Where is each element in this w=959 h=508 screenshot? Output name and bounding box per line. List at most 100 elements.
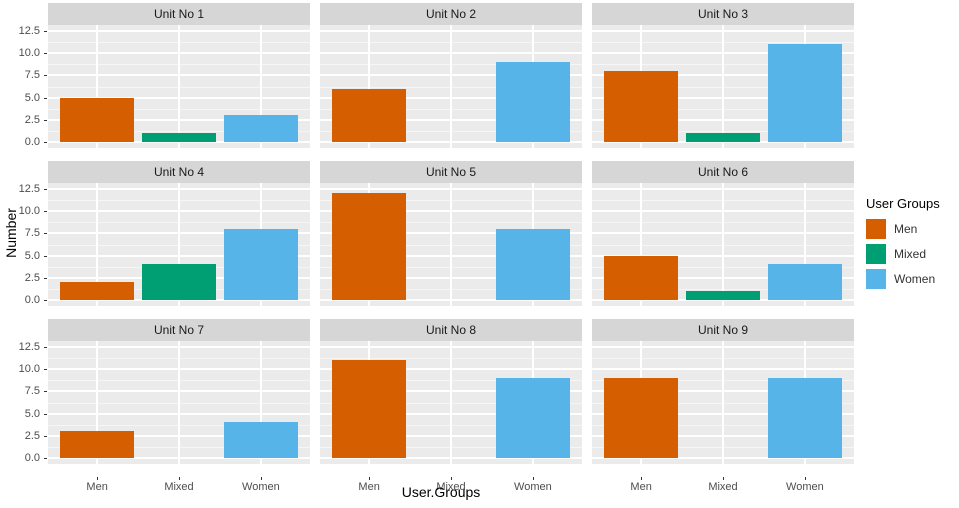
bar-women [496,378,570,458]
gridline-vertical [640,183,643,306]
y-tick-mark [44,75,47,77]
x-tick-mark [723,477,724,480]
bar-men [604,378,678,458]
gridline-vertical [259,25,262,148]
facet-strip: Unit No 9 [592,319,854,341]
legend: User Groups Men Mixed Women [866,196,940,294]
y-tick-mark [44,255,47,257]
x-tick-mark [804,477,806,480]
y-axis-labels: 0.0 2.5 5.0 7.5 10.0 12.5 [0,161,48,306]
legend-item-women: Women [866,269,940,289]
facet-strip: Unit No 2 [320,3,582,25]
bar-mixed [142,133,216,142]
gridline-vertical [259,341,262,464]
facet-row-3: 0.0 2.5 5.0 7.5 10.0 12.5 Unit No 7 Unit No 8 Un… [0,319,864,464]
legend-swatch-women [866,269,886,289]
y-axis-title: Number [3,208,19,258]
legend-item-mixed: Mixed [866,244,940,264]
y-tick-label: 12.5 [18,183,40,195]
gridline-vertical [722,183,724,306]
y-tick-label: 5.0 [24,91,40,104]
bar-mixed [142,264,216,300]
bar-men [604,255,678,300]
gridline-vertical [722,25,724,148]
y-tick-mark [44,435,47,437]
bar-men [60,431,134,458]
x-tick-mark [179,477,180,480]
facet-strip-label: Unit No 6 [697,165,749,179]
x-tick-label: Women [786,481,824,493]
x-label-group: Men Mixed Women [592,477,854,497]
legend-label-mixed: Mixed [894,247,927,261]
y-tick-mark [44,458,47,459]
facet-panel-3: Unit No 3 [592,3,854,148]
y-tick-label: 0.0 [24,136,40,148]
y-tick-mark [44,413,47,415]
y-tick-label: 7.5 [24,69,40,82]
x-tick-label: Mixed [708,481,738,493]
x-tick-label: Mixed [436,481,466,493]
legend-swatch-men [866,219,886,239]
bar-mixed [686,291,760,300]
facet-row-1: 0.0 2.5 5.0 7.5 10.0 12.5 Unit No 1 Unit No 2 Un… [0,3,864,148]
plot-area [48,341,310,464]
bar-mixed [686,133,760,142]
plot-area [48,183,310,306]
facet-strip-label: Unit No 1 [153,7,205,21]
y-tick-label: 2.5 [24,271,40,284]
bar-men [60,282,134,300]
facet-panel-9: Unit No 9 [592,319,854,464]
y-axis-labels: 0.0 2.5 5.0 7.5 10.0 12.5 [0,319,48,464]
x-label-group: Men Mixed Women [320,477,582,497]
y-tick-label: 12.5 [18,25,40,37]
facet-strip-label: Unit No 8 [425,323,477,337]
y-axis-labels: 0.0 2.5 5.0 7.5 10.0 12.5 [0,3,48,148]
y-tick-mark [44,119,47,121]
facet-strip: Unit No 5 [320,161,582,183]
x-tick-label: Men [358,481,380,493]
y-tick-label: 2.5 [24,429,40,442]
y-tick-label: 2.5 [24,113,40,126]
bar-men [604,70,678,142]
plot-area [320,341,582,464]
gridline-vertical [178,183,180,306]
y-tick-label: 7.5 [24,385,40,398]
facet-strip: Unit No 7 [48,319,310,341]
y-tick-mark [44,97,47,99]
bar-men [332,193,406,300]
facet-strip: Unit No 6 [592,161,854,183]
gridline-vertical [803,183,806,306]
x-tick-mark [97,477,99,480]
x-tick-mark [641,477,643,480]
legend-title: User Groups [866,196,940,211]
facet-strip-label: Unit No 3 [697,7,749,21]
bar-women [224,115,298,142]
y-tick-mark [44,189,47,190]
facet-strip: Unit No 8 [320,319,582,341]
legend-swatch-mixed [866,244,886,264]
bar-women [496,62,570,142]
y-tick-mark [44,277,47,279]
y-tick-mark [44,369,47,371]
x-axis-row: Men Mixed Women Men Mixed Women Men Mixed Women [0,477,864,497]
gridline-vertical [450,183,452,306]
facet-panel-1: Unit No 1 [48,3,310,148]
facet-panel-2: Unit No 2 [320,3,582,148]
y-tick-mark [44,31,47,32]
x-tick-mark [260,477,262,480]
y-tick-mark [44,300,47,301]
gridline-vertical [368,25,371,148]
facet-strip: Unit No 4 [48,161,310,183]
x-axis-spacer [0,477,48,497]
legend-label-women: Women [894,272,936,286]
y-tick-mark [44,391,47,393]
facet-strip-label: Unit No 9 [697,323,749,337]
gridline-vertical [96,183,99,306]
bar-men [332,88,406,142]
y-tick-label: 5.0 [24,249,40,262]
facet-panel-7: Unit No 7 [48,319,310,464]
plot-area [592,341,854,464]
bar-women [768,378,842,458]
facet-grid: 0.0 2.5 5.0 7.5 10.0 12.5 Unit No 1 Unit No 2 Un… [0,3,864,497]
x-axis-title: User.Groups [401,484,481,500]
